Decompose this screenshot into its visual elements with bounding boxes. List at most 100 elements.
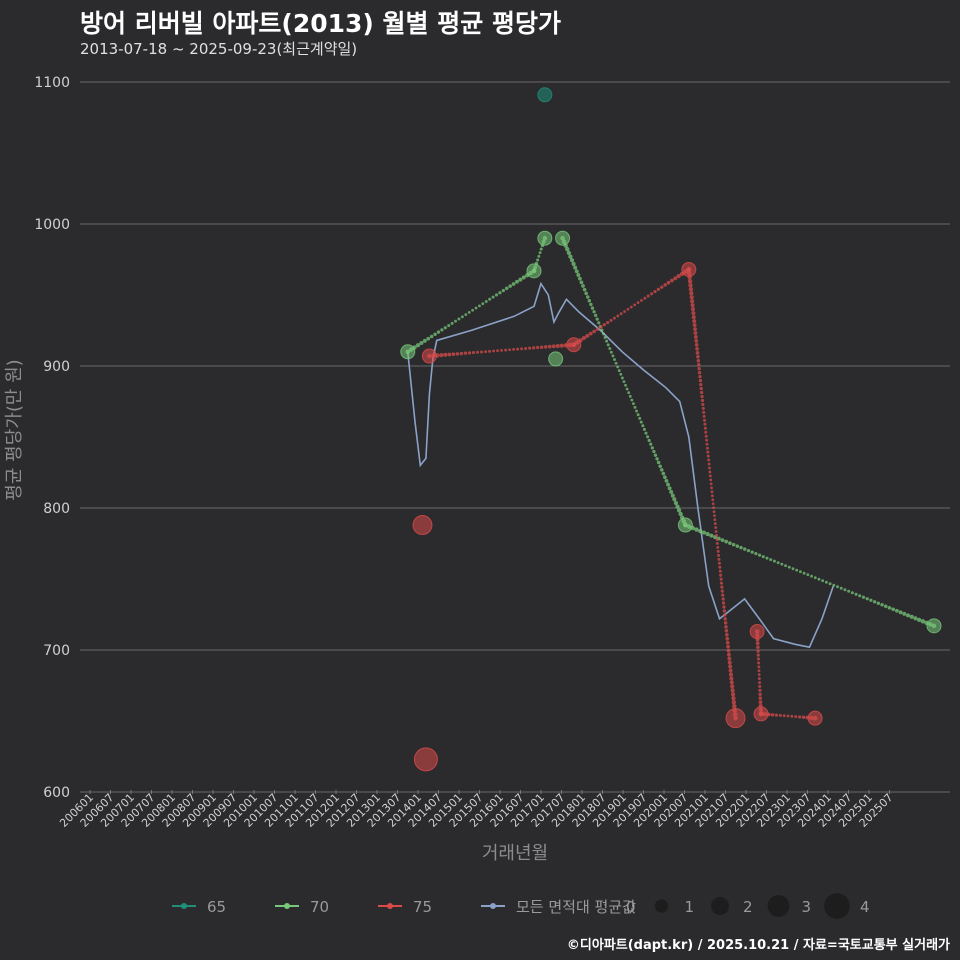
connector-dot	[730, 688, 735, 693]
connector-dot	[756, 657, 760, 661]
connector-dot	[480, 350, 484, 354]
connector-dot	[704, 430, 708, 434]
connector-dot	[725, 636, 730, 641]
connector-dot	[696, 355, 700, 359]
connector-dot	[447, 324, 451, 328]
connector-dot	[700, 398, 705, 403]
connector-dot	[720, 585, 724, 589]
connector-dot	[484, 300, 488, 303]
legend-size-0: 0	[601, 898, 636, 916]
x-axis-ticks: 2006012006072007012007072008012008072009…	[57, 790, 896, 830]
connector-dot	[902, 611, 907, 616]
connector-dot	[865, 597, 869, 601]
connector-dot	[690, 303, 695, 308]
connector-dot	[726, 644, 730, 649]
connector-dot	[471, 308, 475, 312]
connector-dot	[620, 376, 624, 380]
connector-dot	[757, 669, 761, 673]
connector-dot	[774, 713, 779, 717]
connector-dot	[476, 350, 480, 354]
connector-dot	[500, 348, 503, 352]
connector-dot	[709, 478, 713, 482]
connector-dot	[600, 328, 604, 332]
series-70-point	[926, 618, 942, 634]
connector-dot	[698, 528, 703, 534]
connector-dot	[547, 344, 552, 349]
connector-dot	[508, 284, 512, 288]
connector-dot	[724, 539, 729, 544]
connector-dot	[722, 609, 727, 613]
connector-dot	[459, 351, 464, 356]
connector-dot	[642, 427, 646, 431]
connector-dot	[730, 692, 736, 697]
y-tick-label: 600	[43, 785, 70, 801]
connector-dot	[836, 585, 839, 589]
connector-dot	[909, 614, 914, 619]
connector-dot	[592, 329, 596, 334]
connector-dot	[433, 332, 437, 337]
connector-dot	[641, 424, 645, 428]
connector-dot	[712, 510, 716, 514]
connector-dot	[656, 460, 661, 465]
legend-size-circle	[710, 896, 730, 916]
connector-dot	[799, 570, 802, 574]
connector-dot	[488, 349, 491, 353]
chart-title: 방어 리버빌 아파트(2013) 월별 평균 평당가	[80, 9, 561, 38]
legend-size-4: 4	[824, 893, 870, 919]
connector-dot	[693, 331, 698, 335]
connector-dot	[539, 247, 543, 251]
connector-dot	[676, 274, 681, 279]
connector-dot	[636, 413, 640, 417]
connector-dot	[518, 277, 523, 282]
connector-dot	[702, 414, 706, 418]
connector-dot	[504, 348, 508, 352]
y-tick-label: 1100	[34, 75, 70, 91]
connector-dot	[573, 265, 578, 270]
series-average-line	[406, 281, 835, 649]
legend-item-모든 면적대 평균값: 모든 면적대 평균값	[481, 898, 636, 916]
connector-dot	[699, 382, 703, 387]
connector-dot	[770, 713, 775, 717]
connector-dot	[728, 672, 734, 677]
connector-dot	[436, 330, 441, 334]
y-tick-label: 1000	[34, 217, 70, 233]
legend-size-3: 3	[767, 895, 811, 917]
connector-dot	[798, 715, 802, 719]
connector-dot	[723, 617, 727, 621]
connector-dot	[606, 320, 610, 325]
legend-swatch-dot	[490, 903, 496, 909]
connector-dot	[484, 350, 488, 354]
connector-dot	[650, 446, 654, 450]
connector-dot	[649, 442, 653, 446]
connector-dot	[891, 607, 896, 612]
x-axis-title: 거래년월	[482, 843, 548, 864]
connector-dot	[703, 418, 707, 422]
connector-dot	[714, 526, 718, 529]
series-70-point	[555, 230, 571, 246]
connector-dot	[701, 406, 705, 410]
connector-dot	[491, 295, 495, 299]
connector-dot	[714, 530, 718, 533]
connector-dot	[581, 336, 587, 341]
connector-dot	[712, 506, 716, 510]
connector-dot	[705, 446, 709, 450]
connector-dot	[698, 378, 703, 383]
connector-dot	[706, 450, 710, 454]
connector-dot	[508, 348, 512, 352]
connector-dot	[666, 280, 671, 285]
series-70-point	[537, 230, 553, 246]
connector-dot	[663, 283, 667, 287]
connector-dot	[735, 544, 740, 548]
connector-dot	[655, 457, 659, 461]
legend-swatch-dot	[284, 903, 290, 909]
connector-dot	[729, 680, 734, 685]
series-75-connector	[686, 267, 738, 721]
connector-dot	[678, 511, 683, 517]
connector-dot	[635, 409, 639, 413]
connector-dot	[597, 321, 601, 325]
connector-dot	[726, 648, 731, 653]
connector-dot	[765, 556, 769, 560]
connector-dot	[813, 576, 817, 580]
connector-dot	[839, 586, 843, 590]
